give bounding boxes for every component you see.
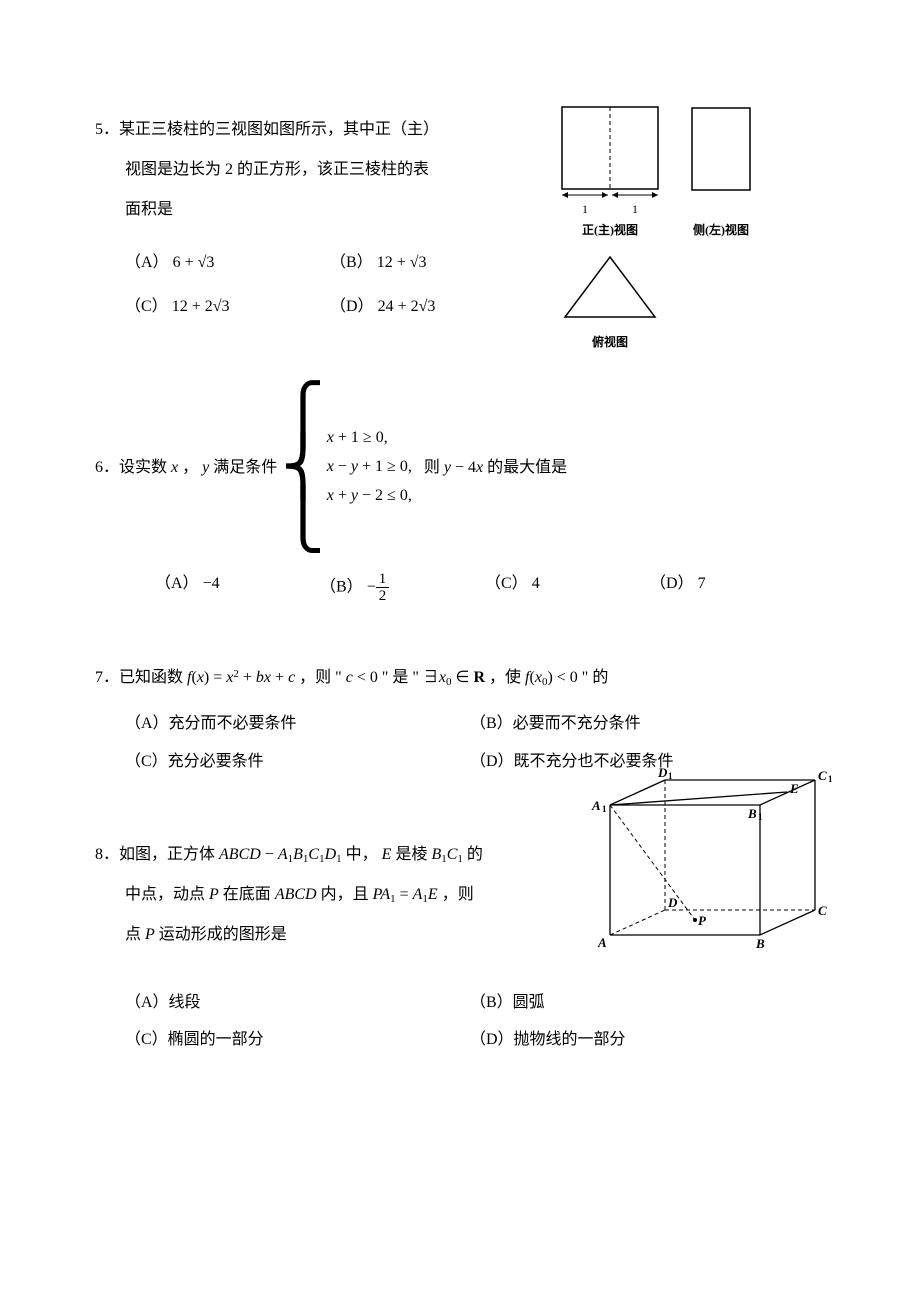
q8-opt-c: （C）椭圆的一部分 [125,1027,470,1053]
q6-opt-d: （D） 7 [650,571,815,605]
left-brace-icon: ⎧⎨⎩ [281,389,325,546]
svg-text:C: C [818,903,827,918]
q6-number: 6． [95,455,119,481]
question-6: 6． 设实数 x ， y 满足条件 ⎧⎨⎩ x + 1 ≥ 0, x − y +… [95,389,830,605]
front-view-svg [560,105,660,201]
q6-opt-a: （A） −4 [155,571,320,605]
q5-figure: 1 1 正(主)视图 侧(左)视图 俯视图 [560,105,860,352]
q5-line3: 面积是 [95,201,173,218]
q7-text: 已知函数 f(x) = x2 + bx + c ，则 " c < 0 " 是 "… [119,669,608,686]
side-view: 侧(左)视图 [690,106,752,240]
q8-number: 8． [95,846,119,863]
q6-opt-c: （C） 4 [485,571,650,605]
q5-line1: 某正三棱柱的三视图如图所示，其中正（主） [119,121,439,138]
q5-stem: 5．某正三棱柱的三视图如图所示，其中正（主） 视图是边长为 2 的正方形，该正三… [95,110,475,230]
svg-text:A: A [597,935,607,950]
svg-text:B: B [755,936,765,951]
top-view: 俯视图 [560,252,860,352]
q7-opt-c: （C）充分必要条件 [125,749,470,775]
q8-opt-a: （A）线段 [125,990,470,1016]
front-view: 1 1 正(主)视图 [560,105,660,240]
question-7: 7．已知函数 f(x) = x2 + bx + c ，则 " c < 0 " 是… [95,665,830,775]
q5-opt-d: （D） 24 + 2√3 [330,294,535,320]
q6-cond2: x − y + 1 ≥ 0, [327,453,412,482]
q8-figure: D1 C1 A1 B1 E D C A B P [580,765,860,964]
dim-1a: 1 [582,200,588,219]
svg-text:B: B [747,806,757,821]
cube-svg: D1 C1 A1 B1 E D C A B P [580,765,840,955]
svg-text:1: 1 [828,774,833,784]
top-view-svg [560,252,660,322]
q6-options: （A） −4 （B） −12 （C） 4 （D） 7 [95,571,815,605]
q6-cond3: x + y − 2 ≤ 0, [327,482,412,511]
dim-1b: 1 [632,200,638,219]
svg-text:1: 1 [758,812,763,822]
svg-text:A: A [591,798,601,813]
q8-row1: （A）线段 （B）圆弧 [95,990,815,1016]
q6-prefix: 设实数 x ， y 满足条件 [119,455,277,481]
q7-number: 7． [95,669,119,686]
q5-opt-b: （B） 12 + √3 [330,250,535,276]
q5-options-row2: （C） 12 + 2√3 （D） 24 + 2√3 [95,294,535,320]
q8-stem: 8．如图，正方体 ABCD − A1B1C1D1 中， E 是棱 B1C1 的 … [95,835,535,955]
svg-text:C: C [818,768,827,783]
top-view-label: 俯视图 [560,333,660,352]
q6-cond1: x + 1 ≥ 0, [327,424,412,453]
q7-opt-a: （A）充分而不必要条件 [125,711,470,737]
q5-options-row1: （A） 6 + √3 （B） 12 + √3 [95,250,535,276]
q6-opt-b: （B） −12 [320,571,485,605]
q7-stem: 7．已知函数 f(x) = x2 + bx + c ，则 " c < 0 " 是… [95,665,830,692]
side-view-svg [690,106,752,202]
q5-line2: 视图是边长为 2 的正方形，该正三棱柱的表 [95,161,429,178]
front-view-label: 正(主)视图 [560,221,660,240]
q8-opt-d: （D）抛物线的一部分 [470,1027,815,1053]
q8-opt-b: （B）圆弧 [470,990,815,1016]
svg-text:P: P [698,913,707,928]
svg-text:1: 1 [668,771,673,781]
side-view-label: 侧(左)视图 [690,221,752,240]
svg-text:D: D [657,765,668,780]
q7-opt-b: （B）必要而不充分条件 [470,711,815,737]
q5-opt-a: （A） 6 + √3 [125,250,330,276]
q8-line1: 如图，正方体 ABCD − A1B1C1D1 中， E 是棱 B1C1 的 [119,846,483,863]
svg-text:D: D [667,895,678,910]
q6-conditions: ⎧⎨⎩ x + 1 ≥ 0, x − y + 1 ≥ 0, x + y − 2 … [281,389,412,546]
q7-row1: （A）充分而不必要条件 （B）必要而不充分条件 [95,711,815,737]
q6-suffix: 则 y − 4x 的最大值是 [424,455,567,481]
q8-row2: （C）椭圆的一部分 （D）抛物线的一部分 [95,1027,815,1053]
q6-stem: 6． 设实数 x ， y 满足条件 ⎧⎨⎩ x + 1 ≥ 0, x − y +… [95,389,830,546]
q8-line3: 点 P 运动形成的图形是 [95,926,287,943]
q5-opt-c: （C） 12 + 2√3 [125,294,330,320]
q5-number: 5． [95,121,119,138]
svg-text:1: 1 [602,804,607,814]
q8-line2: 中点，动点 P 在底面 ABCD 内，且 PA1 = A1E ，则 [95,886,474,903]
svg-text:E: E [789,781,799,796]
